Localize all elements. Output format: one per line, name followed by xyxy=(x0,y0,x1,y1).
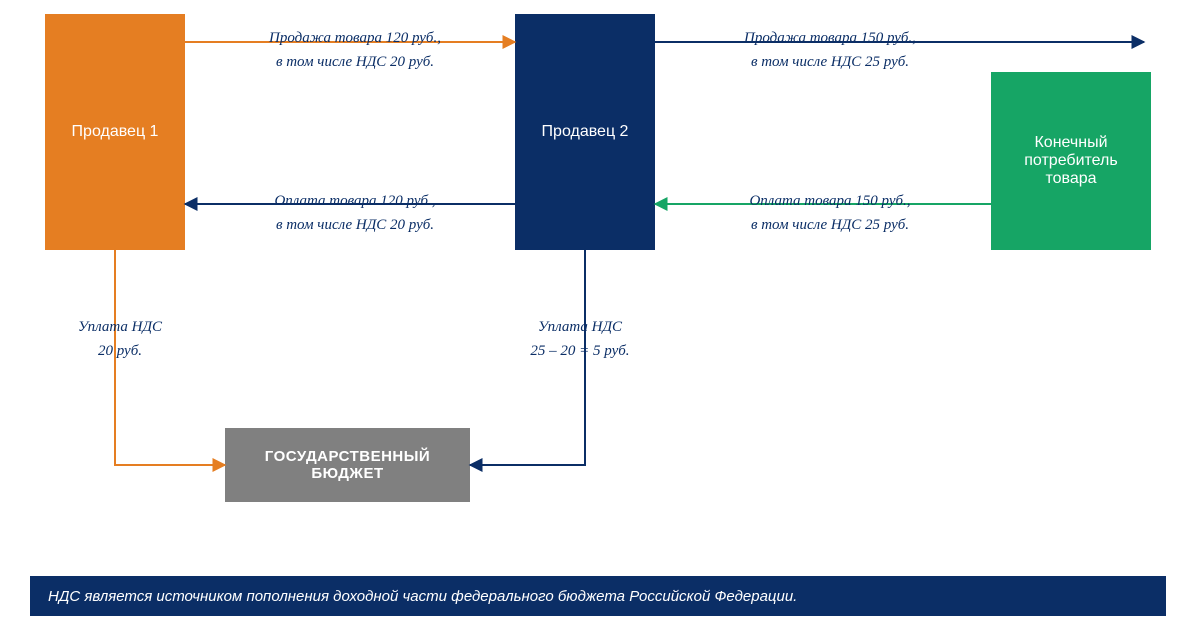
edge-pay1-label: Оплата товара 120 руб., в том числе НДС … xyxy=(225,189,485,237)
edge-pay1-line2: в том числе НДС 20 руб. xyxy=(276,217,434,233)
node-budget: ГОСУДАРСТВЕННЫЙ БЮДЖЕТ xyxy=(225,428,470,502)
node-seller2: Продавец 2 xyxy=(515,14,655,250)
edge-vat1-label: Уплата НДС 20 руб. xyxy=(55,315,185,363)
node-seller2-label: Продавец 2 xyxy=(542,123,629,141)
edge-vat2-line2: 25 – 20 = 5 руб. xyxy=(530,343,629,359)
edge-sale1-line2: в том числе НДС 20 руб. xyxy=(276,54,434,70)
edge-vat1-line1: Уплата НДС xyxy=(78,319,162,335)
edge-vat1-line2: 20 руб. xyxy=(98,343,142,359)
edge-pay2-line2: в том числе НДС 25 руб. xyxy=(751,217,909,233)
node-budget-label: ГОСУДАРСТВЕННЫЙ БЮДЖЕТ xyxy=(235,448,460,482)
edge-sale2-line2: в том числе НДС 25 руб. xyxy=(751,54,909,70)
edge-pay2-line1: Оплата товара 150 руб., xyxy=(749,193,910,209)
edge-sale1-line1: Продажа товара 120 руб., xyxy=(269,30,441,46)
node-seller1: Продавец 1 xyxy=(45,14,185,250)
edge-vat2-label: Уплата НДС 25 – 20 = 5 руб. xyxy=(480,315,680,363)
node-seller1-label: Продавец 1 xyxy=(72,123,159,141)
edge-pay2-label: Оплата товара 150 руб., в том числе НДС … xyxy=(700,189,960,237)
edge-pay1-line1: Оплата товара 120 руб., xyxy=(274,193,435,209)
diagram-canvas: Продавец 1 Продавец 2 Конечный потребите… xyxy=(0,0,1200,630)
edge-sale1-label: Продажа товара 120 руб., в том числе НДС… xyxy=(225,26,485,74)
edge-vat2-line1: Уплата НДС xyxy=(538,319,622,335)
node-consumer: Конечный потребитель товара xyxy=(991,72,1151,250)
footer-banner: НДС является источником пополнения доход… xyxy=(30,576,1166,616)
footer-text: НДС является источником пополнения доход… xyxy=(48,588,797,605)
edge-sale2-label: Продажа товара 150 руб., в том числе НДС… xyxy=(700,26,960,74)
edge-sale2-line1: Продажа товара 150 руб., xyxy=(744,30,916,46)
node-consumer-label: Конечный потребитель товара xyxy=(1001,134,1141,188)
